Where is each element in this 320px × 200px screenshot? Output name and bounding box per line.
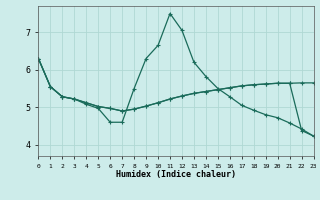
X-axis label: Humidex (Indice chaleur): Humidex (Indice chaleur) — [116, 170, 236, 179]
